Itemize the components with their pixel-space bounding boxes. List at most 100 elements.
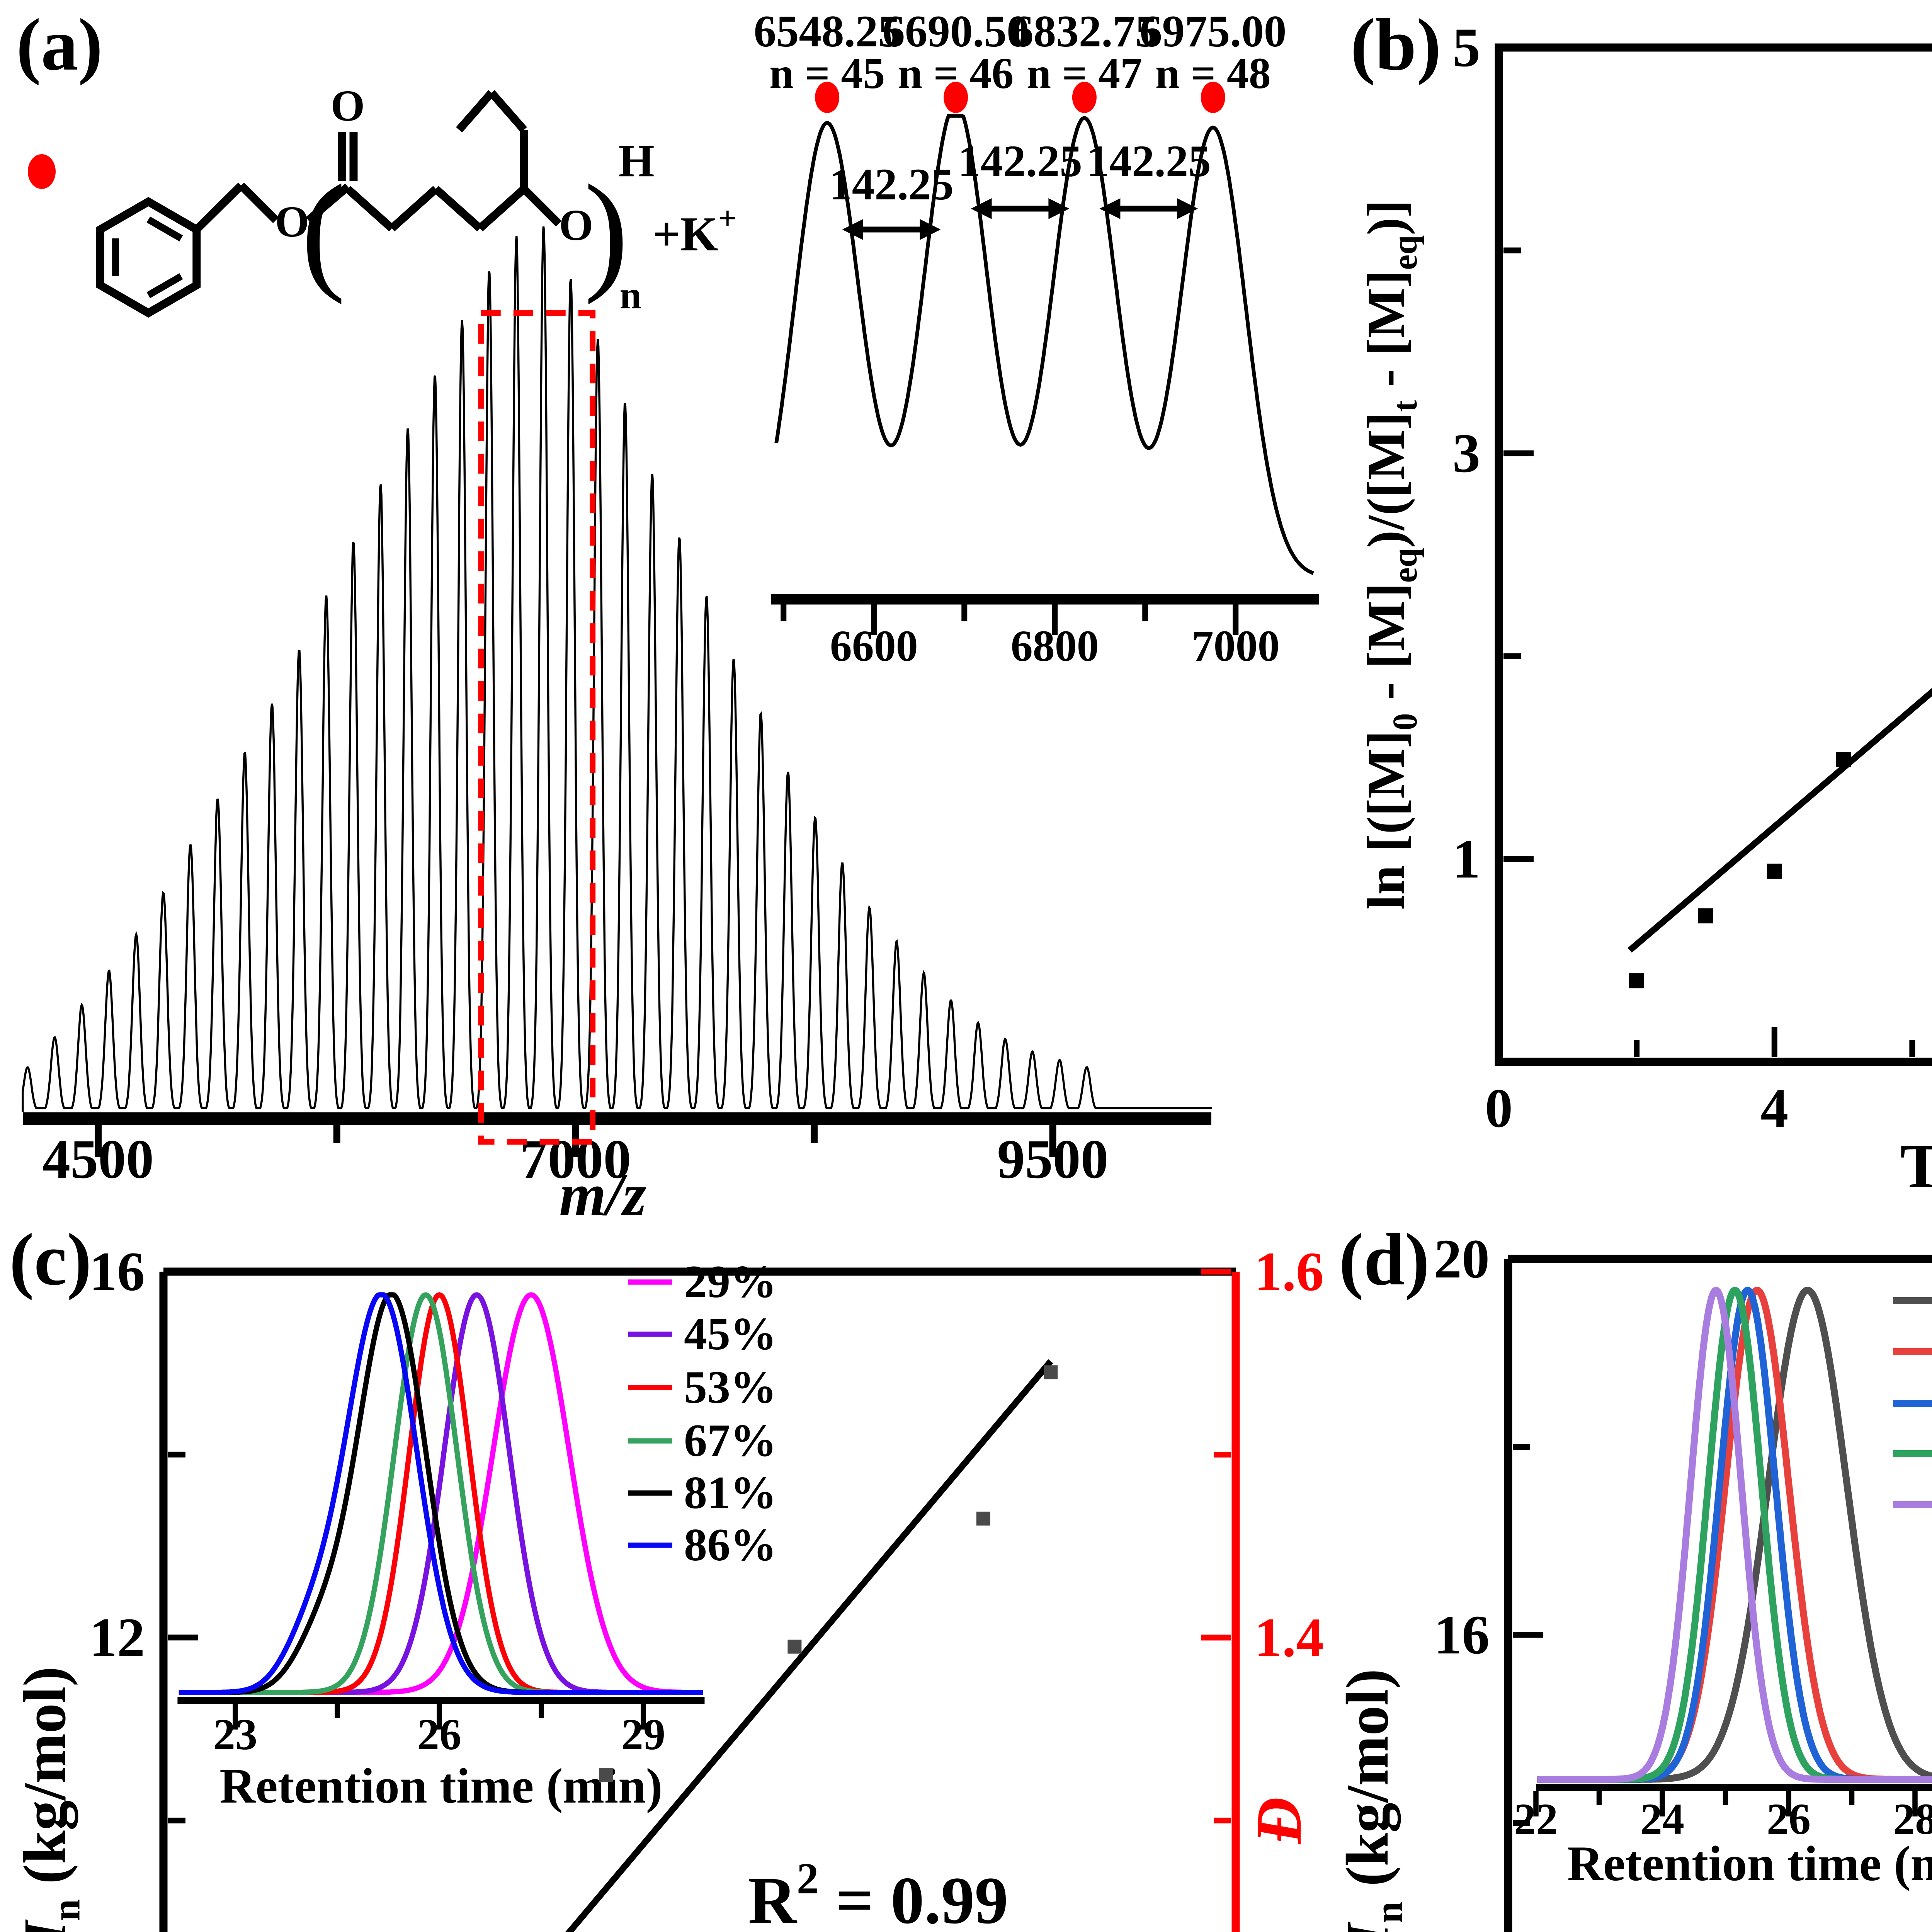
y-left-tick-label: 12 bbox=[89, 1607, 145, 1668]
gpc-curve-86% bbox=[178, 1292, 704, 1695]
mass-spectrum-trace bbox=[22, 226, 1212, 1112]
legend-label: 86% bbox=[684, 1519, 777, 1570]
gpc-curve-45% bbox=[178, 1292, 704, 1695]
peak-n-label: n = 47 bbox=[1027, 49, 1142, 98]
inset-a-tick-label: 6600 bbox=[830, 621, 918, 670]
y-left-axis-title: Mn (kg/mol) bbox=[11, 1667, 88, 1932]
legend-label: 53% bbox=[684, 1361, 777, 1413]
peak-mz-label: 6548.25 bbox=[754, 7, 901, 56]
bond-ch-o bbox=[521, 186, 562, 227]
inset-tick-label: 26 bbox=[417, 1710, 461, 1759]
y-right-tick-label: 1.4 bbox=[1254, 1607, 1323, 1668]
open-paren: ( bbox=[301, 157, 346, 305]
mn-data-point-square bbox=[1044, 1365, 1058, 1379]
close-paren: ) bbox=[584, 157, 629, 305]
y-left-axis-title: Mn (kg/mol) bbox=[1334, 1669, 1411, 1932]
inset-tick-label: 24 bbox=[1640, 1794, 1684, 1844]
panel-c-mn-vs-conversion: (c)2550751004812161.01.21.41.6Conversion… bbox=[0, 1217, 1323, 1932]
ester-oxygen-label: O bbox=[275, 197, 310, 246]
panel-d-inset: 2224262830Retention time (min)50:175:110… bbox=[1514, 1287, 1932, 1891]
mn-data-point-square bbox=[599, 1768, 613, 1782]
inset-tick-label: 29 bbox=[621, 1710, 665, 1759]
peak-n-label: n = 45 bbox=[769, 49, 885, 98]
annotation-r-squared: R2 = 0.99 bbox=[748, 1854, 1008, 1932]
panel-c-content: (c)2550751004812161.01.21.41.6Conversion… bbox=[9, 1218, 1323, 1932]
chain-bond bbox=[433, 186, 483, 231]
peak-n-label: n = 48 bbox=[1155, 49, 1271, 98]
end-group-h-label: H bbox=[618, 135, 654, 186]
inset-tick-label: 26 bbox=[1767, 1794, 1811, 1844]
inset-axis-title: Retention time (min) bbox=[1567, 1836, 1932, 1891]
series-marker-dot bbox=[28, 154, 56, 189]
bond-o-carbonyl bbox=[306, 184, 350, 223]
mn-data-point-square bbox=[787, 1639, 802, 1654]
peak-n-label: n = 46 bbox=[898, 49, 1014, 98]
mz-tick-label: 4500 bbox=[43, 1129, 154, 1190]
panel-label-a: (a) bbox=[16, 3, 103, 86]
data-point-square bbox=[1629, 973, 1645, 988]
arrow-head-left bbox=[1099, 198, 1121, 219]
side-chain-bond bbox=[456, 90, 495, 133]
spacing-label: 142.25 bbox=[1087, 136, 1211, 186]
panel-d-content: (d)408012016081216201.01.21.41.6[M]0/[I]… bbox=[1334, 1218, 1932, 1932]
legend-label: 81% bbox=[684, 1467, 777, 1518]
panel-d-mn-vs-ratio: (d)408012016081216201.01.21.41.6[M]0/[I]… bbox=[1323, 1217, 1932, 1932]
data-point-square bbox=[1767, 864, 1782, 879]
panel-b-kinetics-plot: (b)0481216135Time (min)ln [([M]0 - [M]eq… bbox=[1323, 0, 1932, 1217]
peak-marker-dot bbox=[815, 82, 840, 113]
y-axis-title: ln [([M]0 - [M]eq)/([M]t - [M]eq)] bbox=[1356, 200, 1424, 910]
peak-marker-dot bbox=[1201, 82, 1225, 113]
data-point-square bbox=[1836, 752, 1851, 767]
benzene-double-bond bbox=[146, 216, 183, 242]
spacing-label: 142.25 bbox=[829, 160, 954, 209]
side-chain-bond bbox=[488, 90, 527, 133]
y-left-tick-label: 16 bbox=[1434, 1604, 1490, 1666]
fit-line bbox=[565, 1359, 1053, 1932]
potassium-counterion-label: +K+ bbox=[653, 201, 737, 262]
repeat-unit-subscript: n bbox=[620, 274, 642, 317]
fit-line bbox=[1628, 688, 1932, 953]
peak-marker-dot bbox=[1072, 82, 1097, 113]
chemical-structure: OOO()nH+K+ bbox=[28, 81, 737, 318]
data-point-square bbox=[1698, 908, 1713, 923]
arrow-head-left bbox=[842, 219, 863, 240]
x-axis-title: Time (min) bbox=[1900, 1132, 1932, 1201]
inset-a-tick-label: 7000 bbox=[1192, 621, 1280, 670]
highlight-region-box bbox=[478, 310, 596, 1145]
y-tick-label: 5 bbox=[1452, 17, 1480, 78]
legend-label: 67% bbox=[684, 1415, 777, 1466]
legend-label: 45% bbox=[684, 1308, 777, 1359]
bond-ch2-o bbox=[238, 182, 279, 223]
inset-a-tick-label: 6800 bbox=[1011, 621, 1099, 670]
inset-a-trace bbox=[774, 114, 1314, 575]
chain-bond bbox=[389, 186, 439, 231]
peak-marker-dot bbox=[944, 82, 968, 113]
plot-frame bbox=[1495, 43, 1932, 1066]
bond-ring-ch2 bbox=[194, 182, 244, 233]
peak-mz-label: 6975.00 bbox=[1139, 7, 1286, 56]
arrow-head-left bbox=[971, 198, 992, 219]
arrow-head-right bbox=[920, 219, 941, 240]
inset-axis-title: Retention time (min) bbox=[219, 1758, 662, 1813]
gpc-curve-150:1 bbox=[1535, 1287, 1932, 1783]
y-tick-label: 1 bbox=[1452, 828, 1480, 890]
chain-bond bbox=[477, 186, 527, 231]
mn-data-point-square bbox=[976, 1512, 990, 1526]
inset-tick-label: 28 bbox=[1893, 1794, 1932, 1844]
panel-label-b: (b) bbox=[1350, 3, 1441, 86]
x-tick-label: 4 bbox=[1760, 1078, 1788, 1139]
benzene-double-bond bbox=[146, 273, 183, 298]
peak-mz-label: 6832.75 bbox=[1011, 7, 1158, 56]
legend-label: 29% bbox=[684, 1256, 777, 1307]
peak-mz-label: 6690.50 bbox=[882, 7, 1029, 56]
y-right-tick-label: 1.6 bbox=[1254, 1241, 1323, 1303]
panel-label-d: (d) bbox=[1339, 1218, 1430, 1301]
inset-tick-label: 22 bbox=[1514, 1794, 1558, 1844]
chain-oxygen-label: O bbox=[559, 201, 594, 250]
arrow-head-right bbox=[1177, 198, 1198, 219]
carbonyl-oxygen-label: O bbox=[331, 81, 365, 130]
inset-tick-label: 23 bbox=[213, 1710, 257, 1759]
panel-label-c: (c) bbox=[9, 1218, 92, 1301]
x-tick-label: 0 bbox=[1485, 1078, 1513, 1139]
